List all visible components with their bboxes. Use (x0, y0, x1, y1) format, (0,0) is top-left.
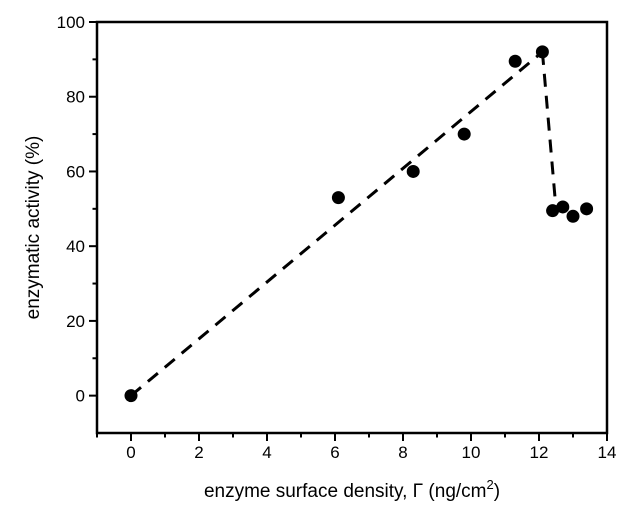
y-tick-label: 40 (66, 237, 85, 256)
x-axis: 0 2 4 6 8 10 12 14 (96, 433, 617, 462)
plot-frame (95, 20, 609, 435)
y-tick-label: 20 (66, 312, 85, 331)
data-point (508, 54, 522, 68)
data-point (457, 127, 471, 141)
y-axis: 0 20 40 60 80 100 (57, 13, 97, 406)
y-tick-label: 0 (76, 387, 85, 406)
data-point (546, 204, 560, 218)
data-point (535, 45, 549, 59)
data-points (124, 45, 594, 403)
y-tick-label: 100 (57, 13, 85, 32)
x-tick-label: 12 (530, 443, 549, 462)
data-point (124, 389, 138, 403)
x-tick-label: 2 (194, 443, 203, 462)
data-point (580, 202, 594, 216)
y-tick-label: 80 (66, 88, 85, 107)
data-point (556, 200, 570, 214)
trend-dashed-line (130, 50, 544, 397)
x-axis-title: enzyme surface density, Γ (ng/cm2) (204, 477, 500, 502)
data-point (331, 191, 345, 205)
x-tick-label: 4 (262, 443, 271, 462)
x-tick-label: 8 (398, 443, 407, 462)
y-tick-label: 60 (66, 162, 85, 181)
x-tick-label: 6 (330, 443, 339, 462)
data-point (406, 164, 420, 178)
x-tick-label: 0 (126, 443, 135, 462)
data-point (566, 209, 580, 223)
x-tick-label: 10 (462, 443, 481, 462)
drop-dashed-line (540, 51, 558, 209)
y-axis-title: enzymatic activity (%) (23, 136, 44, 320)
x-tick-label: 14 (598, 443, 617, 462)
